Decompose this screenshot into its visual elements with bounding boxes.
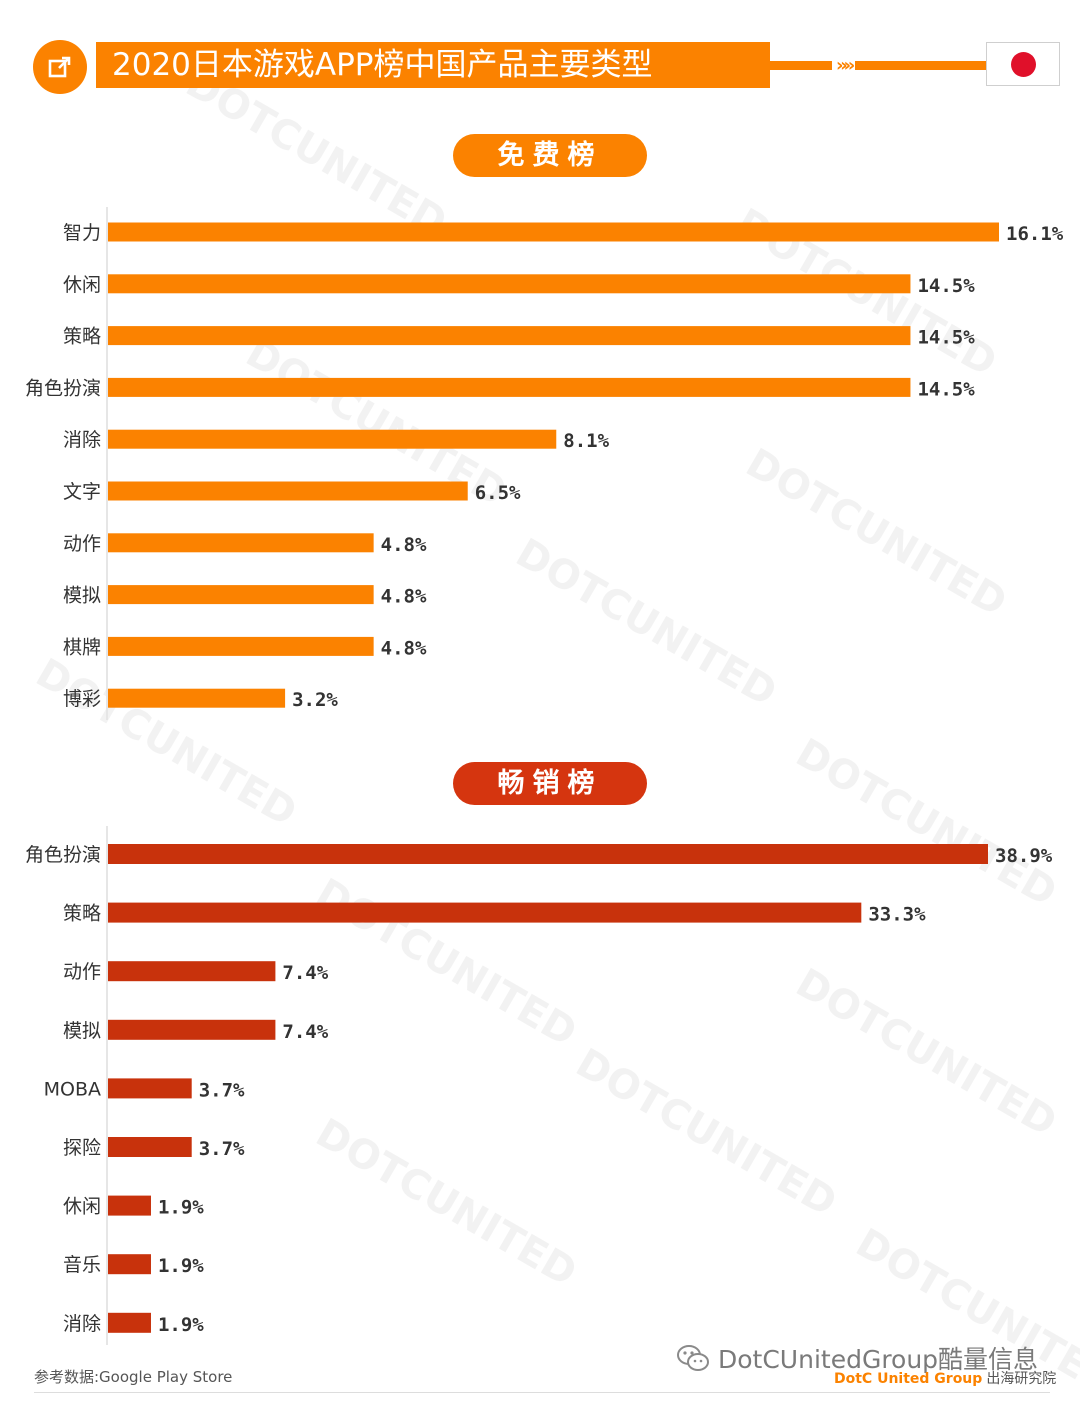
free-bar — [108, 533, 374, 553]
grossing-value-label: 33.3% — [868, 904, 926, 926]
grossing-category-label: 动作 — [63, 961, 101, 983]
grossing-bar — [108, 1195, 151, 1216]
free-value-label: 3.2% — [292, 689, 338, 711]
free-category-label: 模拟 — [63, 585, 101, 607]
grossing-category-label: 消除 — [63, 1313, 101, 1335]
free-category-label: 棋牌 — [63, 636, 101, 658]
brand-label: DotC United Group 出海研究院 — [834, 1368, 1056, 1388]
grossing-bar — [108, 902, 862, 923]
grossing-category-label: 音乐 — [63, 1254, 101, 1276]
grossing-bar — [108, 961, 276, 982]
grossing-chart-title: 畅销榜 — [453, 762, 647, 805]
grossing-category-label: 模拟 — [63, 1020, 101, 1042]
grossing-bar — [108, 1137, 192, 1157]
brand-sub: 出海研究院 — [986, 1371, 1057, 1387]
grossing-bar — [108, 1078, 192, 1099]
grossing-value-label: 1.9% — [158, 1197, 204, 1219]
wechat-icon — [677, 1345, 709, 1371]
free-bar — [108, 222, 999, 242]
free-value-label: 8.1% — [563, 430, 609, 452]
grossing-value-label: 38.9% — [995, 845, 1053, 867]
grossing-category-label: 探险 — [63, 1137, 101, 1159]
free-bar — [108, 326, 911, 346]
free-value-label: 14.5% — [917, 275, 975, 297]
free-chart-title: 免费榜 — [453, 134, 647, 177]
title-bar: 2020日本游戏APP榜中国产品主要类型 — [96, 42, 770, 88]
chevrons-icon: »» — [832, 54, 855, 78]
free-value-label: 4.8% — [381, 534, 427, 556]
grossing-value-label: 7.4% — [282, 1021, 328, 1043]
free-category-label: 博彩 — [63, 688, 101, 710]
free-bar — [108, 688, 286, 708]
free-value-label: 16.1% — [1006, 223, 1064, 245]
free-bar — [108, 274, 911, 294]
external-link-icon — [33, 40, 87, 94]
source-note: 参考数据:Google Play Store — [34, 1368, 233, 1386]
title-rule — [770, 61, 986, 70]
grossing-bar — [108, 1254, 151, 1275]
free-category-label: 休闲 — [63, 274, 101, 296]
free-bar — [108, 585, 374, 605]
grossing-value-label: 1.9% — [158, 1314, 204, 1336]
free-category-label: 消除 — [63, 429, 101, 451]
wechat-account: DotCUnitedGroup酷量信息 — [676, 1340, 1038, 1376]
free-value-label: 14.5% — [917, 327, 975, 349]
grossing-bar — [108, 1019, 276, 1040]
free-category-label: 智力 — [63, 222, 101, 244]
free-value-label: 6.5% — [475, 482, 521, 504]
footer-divider — [34, 1392, 1050, 1393]
grossing-category-label: MOBA — [44, 1078, 101, 1100]
free-value-label: 4.8% — [381, 637, 427, 659]
grossing-category-label: 休闲 — [63, 1196, 101, 1218]
grossing-value-label: 3.7% — [199, 1079, 245, 1101]
wechat-label: DotCUnitedGroup酷量信息 — [718, 1345, 1039, 1374]
brand-name: DotC United Group — [834, 1371, 983, 1387]
free-category-label: 文字 — [63, 481, 101, 503]
japan-flag-icon — [986, 42, 1060, 86]
free-value-label: 4.8% — [381, 586, 427, 608]
grossing-bar — [108, 844, 988, 864]
free-bar — [108, 636, 374, 656]
free-bar — [108, 377, 911, 397]
free-bar — [108, 429, 557, 449]
grossing-category-label: 角色扮演 — [25, 844, 101, 866]
free-bar — [108, 481, 468, 501]
grossing-value-label: 3.7% — [199, 1138, 245, 1160]
grossing-category-label: 策略 — [63, 903, 101, 925]
free-category-label: 策略 — [63, 326, 101, 348]
free-category-label: 动作 — [63, 533, 101, 555]
free-category-label: 角色扮演 — [25, 377, 101, 399]
grossing-bar — [108, 1312, 151, 1333]
free-value-label: 14.5% — [917, 378, 975, 400]
page-title: 2020日本游戏APP榜中国产品主要类型 — [112, 47, 653, 83]
flag-sun — [1011, 52, 1036, 77]
grossing-value-label: 1.9% — [158, 1255, 204, 1277]
grossing-value-label: 7.4% — [282, 962, 328, 984]
